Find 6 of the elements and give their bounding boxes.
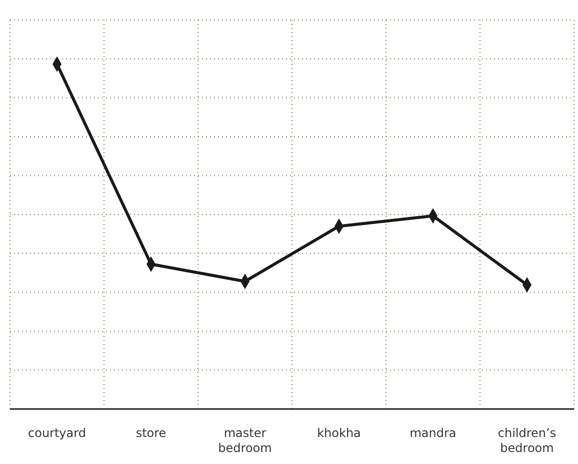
x-tick-label: khokha xyxy=(317,426,361,440)
x-tick-label: master bedroom xyxy=(218,426,272,455)
x-tick-label: children’s bedroom xyxy=(498,426,556,455)
x-tick-label: store xyxy=(136,426,166,440)
x-tick-label: courtyard xyxy=(28,426,86,440)
x-tick-label: mandra xyxy=(410,426,456,440)
